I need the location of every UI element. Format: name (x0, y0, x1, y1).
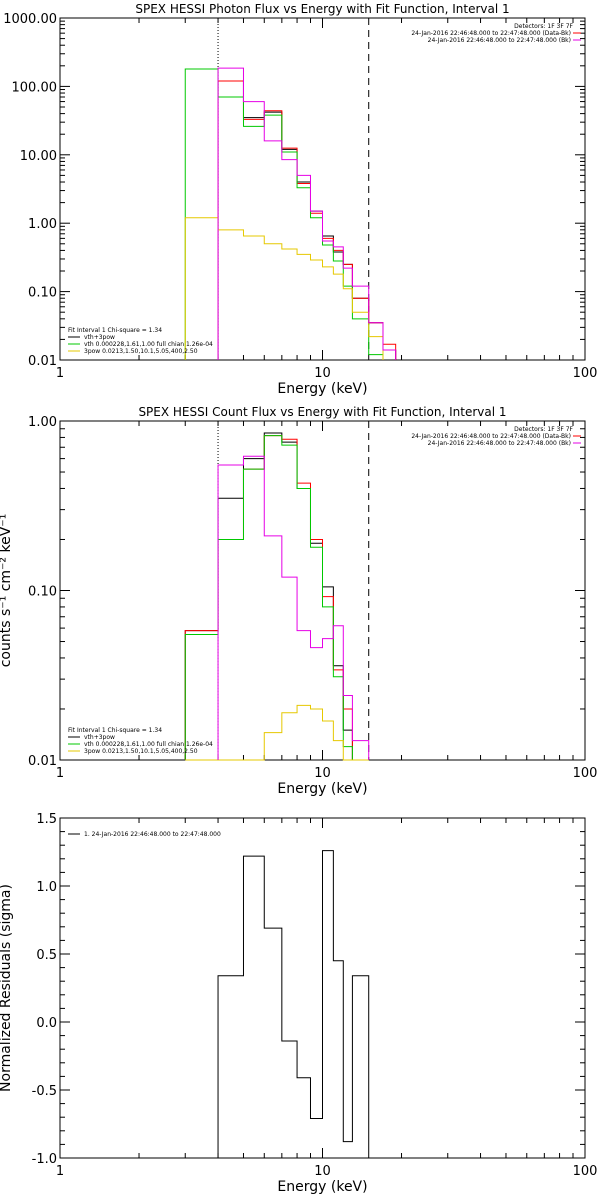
series-histogram (217, 850, 370, 1158)
y-tick-label: 0.10 (28, 286, 57, 301)
y-tick-label: 1.00 (28, 217, 57, 232)
series-histogram (185, 704, 369, 761)
legend-text: 24-Jan-2016 22:46:48.000 to 22:47:48.000… (428, 440, 571, 447)
plot-frame (59, 17, 586, 361)
y-tick-label: 1000.00 (3, 12, 57, 27)
legend-text: 24-Jan-2016 22:46:48.000 to 22:47:48.000… (411, 433, 571, 440)
x-tick-label: 100 (573, 766, 598, 781)
y-tick-label: 0.0 (36, 1016, 57, 1031)
series-histogram (184, 217, 384, 360)
y-tick-label: 0.01 (28, 754, 57, 769)
chart-title: SPEX HESSI Photon Flux vs Energy with Fi… (135, 2, 509, 16)
legend-text: 3pow 0.0213,1.50,10.1,5.05,400,2.50 (84, 748, 198, 755)
legend-text: vth 0.000228,1.61,1.00 full chian 1.26e-… (84, 341, 213, 348)
x-tick-label: 10 (314, 366, 331, 381)
y-axis-label: Normalized Residuals (sigma) (0, 884, 14, 1092)
x-axis-label: Energy (keV) (277, 1179, 367, 1195)
y-tick-label: 1.0 (36, 880, 57, 895)
legend-header: Fit Interval 1 Chi-square = 1.34 (68, 727, 162, 734)
y-tick-label: 1.00 (28, 415, 57, 430)
y-tick-label: -0.5 (32, 1084, 57, 1099)
y-tick-label: 0.10 (28, 585, 57, 600)
legend-text: vth 0.000228,1.61,1.00 full chian 1.26e-… (84, 741, 213, 748)
legend-text: 24-Jan-2016 22:46:48.000 to 22:47:48.000… (411, 30, 571, 37)
legend-text: vth+3pow (84, 734, 115, 741)
legend-text: 1. 24-Jan-2016 22:46:48.000 to 22:47:48.… (84, 831, 221, 838)
series-histogram (184, 68, 384, 360)
x-tick-label: 1 (56, 366, 64, 381)
legend-header: Fit Interval 1 Chi-square = 1.34 (68, 327, 162, 334)
series-histogram (184, 435, 369, 761)
legend-text: vth+3pow (84, 334, 115, 341)
x-tick-label: 10 (314, 766, 331, 781)
x-axis-label: Energy (keV) (277, 781, 367, 797)
legend-text: 3pow 0.0213,1.50,10.1,5.05,400,2.50 (84, 348, 198, 355)
series-histogram (184, 435, 369, 761)
y-tick-label: 1.5 (36, 812, 57, 827)
y-axis-label: counts s⁻¹ cm⁻² keV⁻¹ (0, 514, 14, 668)
y-tick-label: 0.01 (28, 354, 57, 369)
x-tick-label: 1 (56, 1164, 64, 1179)
y-tick-label: 0.5 (36, 948, 57, 963)
x-axis-label: Energy (keV) (277, 381, 367, 397)
series-histogram (217, 67, 397, 360)
legend-text: Detectors: 1F 3F 7F (514, 426, 573, 433)
y-tick-label: 100.00 (12, 80, 58, 95)
x-tick-label: 10 (314, 1164, 331, 1179)
legend-text: Detectors: 1F 3F 7F (514, 23, 573, 30)
legend-text: 24-Jan-2016 22:46:48.000 to 22:47:48.000… (428, 37, 571, 44)
y-tick-label: 10.00 (20, 149, 57, 164)
x-tick-label: 100 (573, 1164, 598, 1179)
y-tick-label: -1.0 (32, 1152, 57, 1167)
series-histogram (217, 455, 370, 760)
series-histogram (184, 432, 369, 761)
x-tick-label: 100 (573, 366, 598, 381)
x-tick-label: 1 (56, 766, 64, 781)
chart-title: SPEX HESSI Count Flux vs Energy with Fit… (138, 405, 506, 419)
